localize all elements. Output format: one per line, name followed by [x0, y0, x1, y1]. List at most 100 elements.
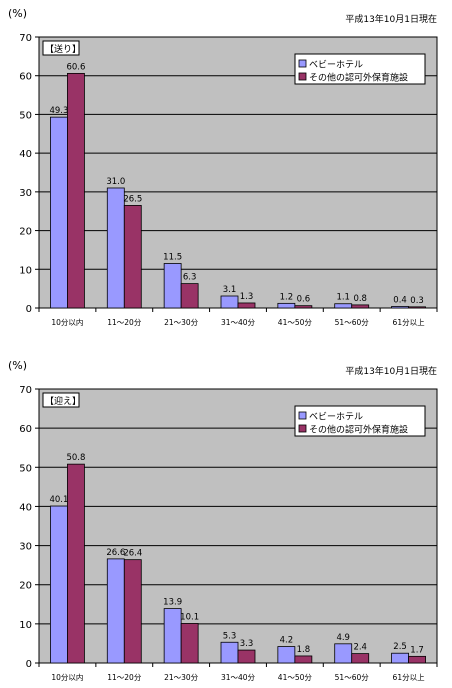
- panel-label-box: [42, 392, 80, 408]
- bar-series-1: [351, 653, 370, 664]
- y-tick-label: 60: [19, 72, 32, 83]
- bar-data-label: 49.3: [49, 106, 68, 116]
- bar-data-label: 0.3: [410, 296, 424, 306]
- legend-label-1: その他の認可外保育施設: [309, 424, 408, 436]
- y-tick-label: 20: [19, 227, 32, 238]
- bar-series-1: [408, 655, 426, 664]
- bar-series-0: [391, 652, 409, 664]
- bar-series-0: [334, 303, 353, 309]
- legend-box: [294, 53, 426, 85]
- y-tick-label: 50: [19, 110, 32, 121]
- bar-series-0: [50, 505, 68, 664]
- panel-label: 【送り】: [45, 43, 81, 55]
- date-note: 平成13年10月1日現在: [345, 13, 437, 25]
- bar-series-0: [277, 646, 296, 664]
- bar-data-label: 1.3: [240, 292, 254, 302]
- bar-data-label: 26.4: [123, 549, 142, 559]
- bar-series-0: [220, 295, 239, 309]
- bar-data-label: 2.4: [353, 643, 367, 653]
- legend-swatch-0: [298, 59, 307, 68]
- bar-data-label: 0.6: [297, 295, 311, 305]
- x-tick-label: 61分以上: [393, 673, 426, 682]
- bar-series-0: [391, 306, 409, 309]
- x-tick-label: 51～60分: [335, 673, 370, 682]
- bar-data-label: 10.1: [180, 612, 199, 622]
- bar-data-label: 3.1: [223, 285, 237, 295]
- bar-series-1: [67, 72, 85, 309]
- panel-label: 【迎え】: [45, 395, 81, 407]
- bar-data-label: 1.8: [297, 645, 311, 655]
- y-tick-label: 40: [19, 502, 32, 513]
- bar-series-1: [294, 655, 313, 664]
- x-tick-label: 21～30分: [164, 318, 199, 327]
- bar-series-0: [277, 302, 296, 309]
- x-tick-label: 61分以上: [393, 318, 426, 327]
- bar-data-label: 11.5: [163, 252, 182, 262]
- bar-series-1: [237, 649, 256, 664]
- bar-series-1: [294, 305, 313, 309]
- bar-data-label: 0.4: [393, 295, 407, 305]
- x-tick-label: 41～50分: [278, 673, 313, 682]
- bar-data-label: 4.2: [280, 636, 294, 646]
- y-tick-label: 60: [19, 424, 32, 435]
- bar-data-label: 5.3: [223, 631, 237, 641]
- y-tick-label: 10: [19, 620, 32, 631]
- bar-series-0: [106, 558, 125, 664]
- bar-series-1: [123, 559, 142, 664]
- bar-data-label: 1.7: [410, 645, 424, 655]
- x-tick-label: 41～50分: [278, 318, 313, 327]
- panel-label-box: [42, 40, 80, 56]
- bar-series-0: [163, 263, 182, 309]
- bar-data-label: 6.3: [183, 273, 197, 283]
- bar-data-label: 40.1: [49, 495, 68, 505]
- bar-data-label: 2.5: [393, 642, 407, 652]
- x-tick-label: 51～60分: [335, 318, 370, 327]
- x-tick-label: 31～40分: [221, 673, 256, 682]
- legend-swatch-1: [298, 424, 307, 433]
- y-tick-label: 70: [19, 33, 32, 44]
- bar-series-1: [408, 306, 426, 309]
- bar-series-0: [334, 643, 353, 664]
- y-tick-label: 10: [19, 265, 32, 276]
- bar-series-1: [180, 623, 199, 664]
- bar-data-label: 26.6: [106, 548, 125, 558]
- y-axis-unit-label: (%): [8, 359, 27, 372]
- bar-data-label: 26.5: [123, 194, 142, 204]
- bar-data-label: 50.8: [66, 453, 85, 463]
- legend-swatch-0: [298, 411, 307, 420]
- chart-panel-mukae: (%) 平成13年10月1日現在 0 10 20 30 40 50 60 70 【迎え】 40.1 26…: [8, 359, 438, 682]
- bar-data-label: 31.0: [106, 177, 125, 187]
- bar-series-1: [351, 304, 370, 309]
- date-note: 平成13年10月1日現在: [345, 365, 437, 377]
- bar-series-1: [123, 205, 142, 309]
- bar-data-label: 3.3: [240, 639, 254, 649]
- x-tick-label: 11～20分: [107, 673, 142, 682]
- bar-series-0: [163, 608, 182, 664]
- bar-series-1: [237, 302, 256, 309]
- x-tick-label: 10分以内: [51, 672, 83, 682]
- x-tick-label: 31～40分: [221, 318, 256, 327]
- y-tick-label: 0: [26, 304, 32, 315]
- legend-label-0: ベビーホテル: [309, 412, 363, 423]
- bar-series-0: [220, 641, 239, 664]
- y-tick-label: 50: [19, 463, 32, 474]
- y-tick-label: 30: [19, 188, 32, 199]
- legend-label-1: その他の認可外保育施設: [309, 72, 408, 84]
- bar-series-1: [180, 283, 199, 309]
- bar-series-0: [106, 187, 125, 309]
- legend-box: [294, 405, 426, 437]
- chart-panel-okuri: (%) 平成13年10月1日現在 0 10 20 30 40 50 60 70 【送り】 49.3 31…: [8, 7, 438, 327]
- x-tick-label: 10分以内: [51, 317, 83, 327]
- x-tick-label: 21～30分: [164, 673, 199, 682]
- y-tick-label: 70: [19, 385, 32, 396]
- x-tick-label: 11～20分: [107, 318, 142, 327]
- bar-data-label: 4.9: [336, 633, 350, 643]
- y-tick-label: 40: [19, 149, 32, 160]
- y-axis-unit-label: (%): [8, 7, 27, 20]
- bar-series-0: [50, 116, 68, 309]
- bar-data-label: 1.2: [280, 292, 294, 302]
- legend-swatch-1: [298, 72, 307, 81]
- y-tick-label: 30: [19, 542, 32, 553]
- y-tick-label: 0: [26, 659, 32, 670]
